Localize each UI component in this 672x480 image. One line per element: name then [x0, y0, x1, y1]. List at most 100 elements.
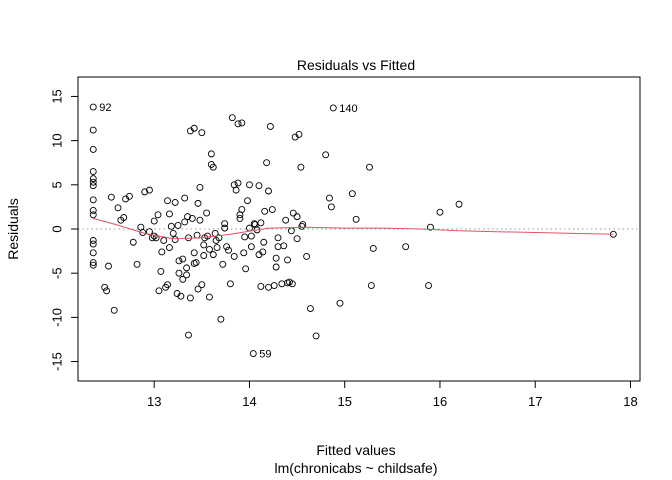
- data-point: [105, 262, 112, 270]
- data-point: [103, 287, 111, 295]
- data-point: [206, 293, 213, 301]
- data-point: [157, 267, 165, 275]
- data-point: [352, 215, 360, 223]
- data-point: [455, 200, 463, 208]
- x-tick-label: 14: [242, 394, 256, 409]
- data-point: [179, 275, 187, 283]
- data-point: [89, 126, 97, 134]
- data-point: [198, 281, 206, 289]
- data-point: [297, 163, 305, 171]
- data-point: [194, 199, 202, 207]
- smoother-line: [93, 217, 614, 240]
- smoother-curve: [93, 217, 614, 240]
- y-tick-label: 0: [49, 225, 64, 232]
- data-point: [244, 197, 252, 205]
- data-point: [223, 243, 231, 251]
- x-tick-label: 17: [528, 394, 542, 409]
- point-label: 92: [99, 102, 111, 114]
- data-point: [336, 299, 344, 307]
- data-point: [184, 213, 191, 221]
- data-point: [167, 222, 175, 230]
- data-point: [236, 214, 244, 222]
- data-point: [169, 229, 177, 237]
- y-axis: -15 -10 -5 0 5 10 15: [49, 89, 79, 371]
- data-point: [265, 283, 272, 291]
- data-point: [284, 279, 292, 287]
- data-point: [89, 211, 97, 219]
- data-point: [179, 255, 187, 263]
- data-point: [326, 194, 333, 202]
- data-point: [139, 229, 147, 236]
- x-tick-label: 15: [337, 394, 351, 409]
- data-point: [215, 234, 223, 242]
- y-tick-label: -15: [49, 352, 64, 371]
- data-point: [154, 211, 162, 219]
- data-point: [257, 219, 265, 227]
- data-point: [348, 190, 356, 198]
- data-point: [366, 163, 373, 171]
- data-point: [89, 196, 97, 204]
- data-point: [263, 159, 271, 167]
- data-point: [272, 254, 280, 262]
- data-point: [107, 193, 115, 201]
- data-point: [293, 235, 301, 243]
- data-point: [272, 263, 280, 271]
- data-point: [402, 243, 410, 251]
- data-point: [120, 214, 128, 221]
- x-axis: 13 14 15 16 17 18: [147, 380, 638, 409]
- data-point: [206, 245, 213, 253]
- point-label: 140: [339, 103, 357, 115]
- data-point: [188, 214, 196, 222]
- x-axis-label: Fitted values: [316, 442, 395, 458]
- data-point: [298, 222, 306, 230]
- data-point: [247, 232, 255, 240]
- data-point: [303, 252, 311, 260]
- data-point: [242, 265, 250, 273]
- data-point: [436, 208, 444, 216]
- data-point: [329, 104, 337, 112]
- data-point: [228, 114, 236, 122]
- data-point: [207, 150, 215, 158]
- data-point: [171, 236, 179, 244]
- data-point: [164, 281, 171, 289]
- data-point: [145, 186, 153, 194]
- data-point: [425, 282, 432, 290]
- data-point: [203, 209, 211, 217]
- data-point: [181, 194, 189, 202]
- data-point: [194, 285, 202, 293]
- data-point: [249, 350, 257, 358]
- data-point: [369, 244, 377, 252]
- data-point: [196, 184, 204, 191]
- data-point: [225, 246, 232, 254]
- data-point: [265, 187, 272, 195]
- scatter-points: [89, 103, 617, 358]
- data-point: [155, 287, 163, 295]
- data-point: [101, 283, 109, 291]
- data-point: [200, 241, 208, 249]
- data-point: [247, 243, 255, 251]
- data-point: [177, 292, 185, 300]
- data-point: [236, 211, 244, 219]
- y-tick-label: 5: [49, 181, 64, 188]
- y-tick-label: 15: [49, 89, 64, 103]
- data-point: [255, 251, 263, 259]
- data-point: [200, 252, 208, 259]
- data-point: [164, 197, 171, 205]
- data-point: [268, 206, 276, 214]
- data-point: [186, 294, 194, 302]
- data-point: [89, 237, 97, 244]
- data-point: [175, 257, 183, 265]
- data-point: [322, 151, 330, 159]
- data-point: [232, 186, 240, 194]
- data-point: [89, 168, 97, 176]
- data-point: [165, 210, 173, 218]
- data-point: [240, 249, 248, 257]
- data-point: [217, 315, 225, 323]
- data-point: [196, 216, 204, 224]
- data-point: [221, 224, 229, 232]
- data-point: [266, 123, 274, 130]
- x-tick-label: 18: [623, 394, 637, 409]
- data-point: [171, 199, 179, 206]
- data-point: [257, 282, 265, 290]
